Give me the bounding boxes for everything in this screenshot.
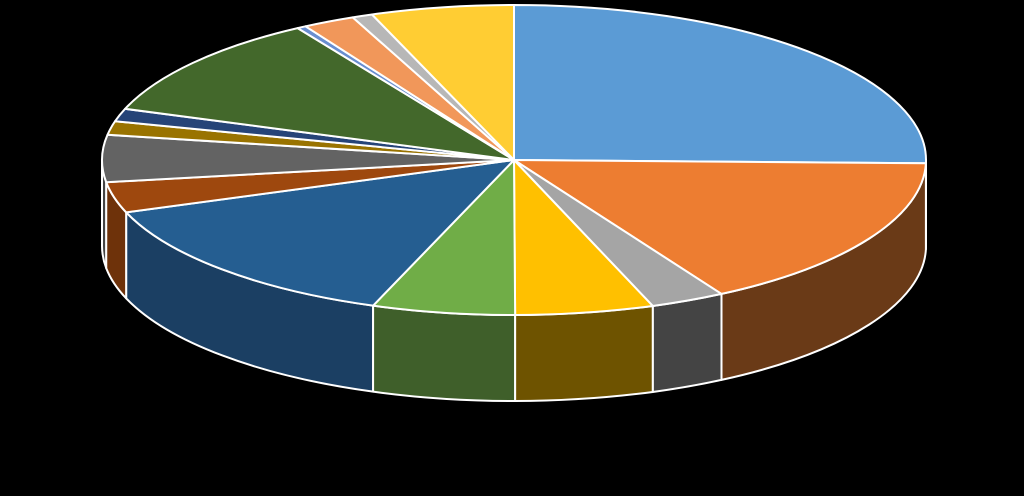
pie-slice-0	[513, 4, 927, 165]
pie-tops	[101, 4, 927, 317]
pie-sides	[101, 159, 928, 403]
pie-slice-5	[125, 159, 515, 307]
pie-slice-14	[371, 4, 515, 161]
pie-slice-1	[513, 159, 927, 295]
pie-side-2	[651, 292, 723, 393]
pie-slice-4	[372, 159, 517, 317]
pie-slice-3	[513, 159, 654, 316]
pie-side-3	[514, 304, 654, 402]
pie-slice-10	[124, 27, 515, 161]
pie-side-4	[372, 304, 517, 403]
